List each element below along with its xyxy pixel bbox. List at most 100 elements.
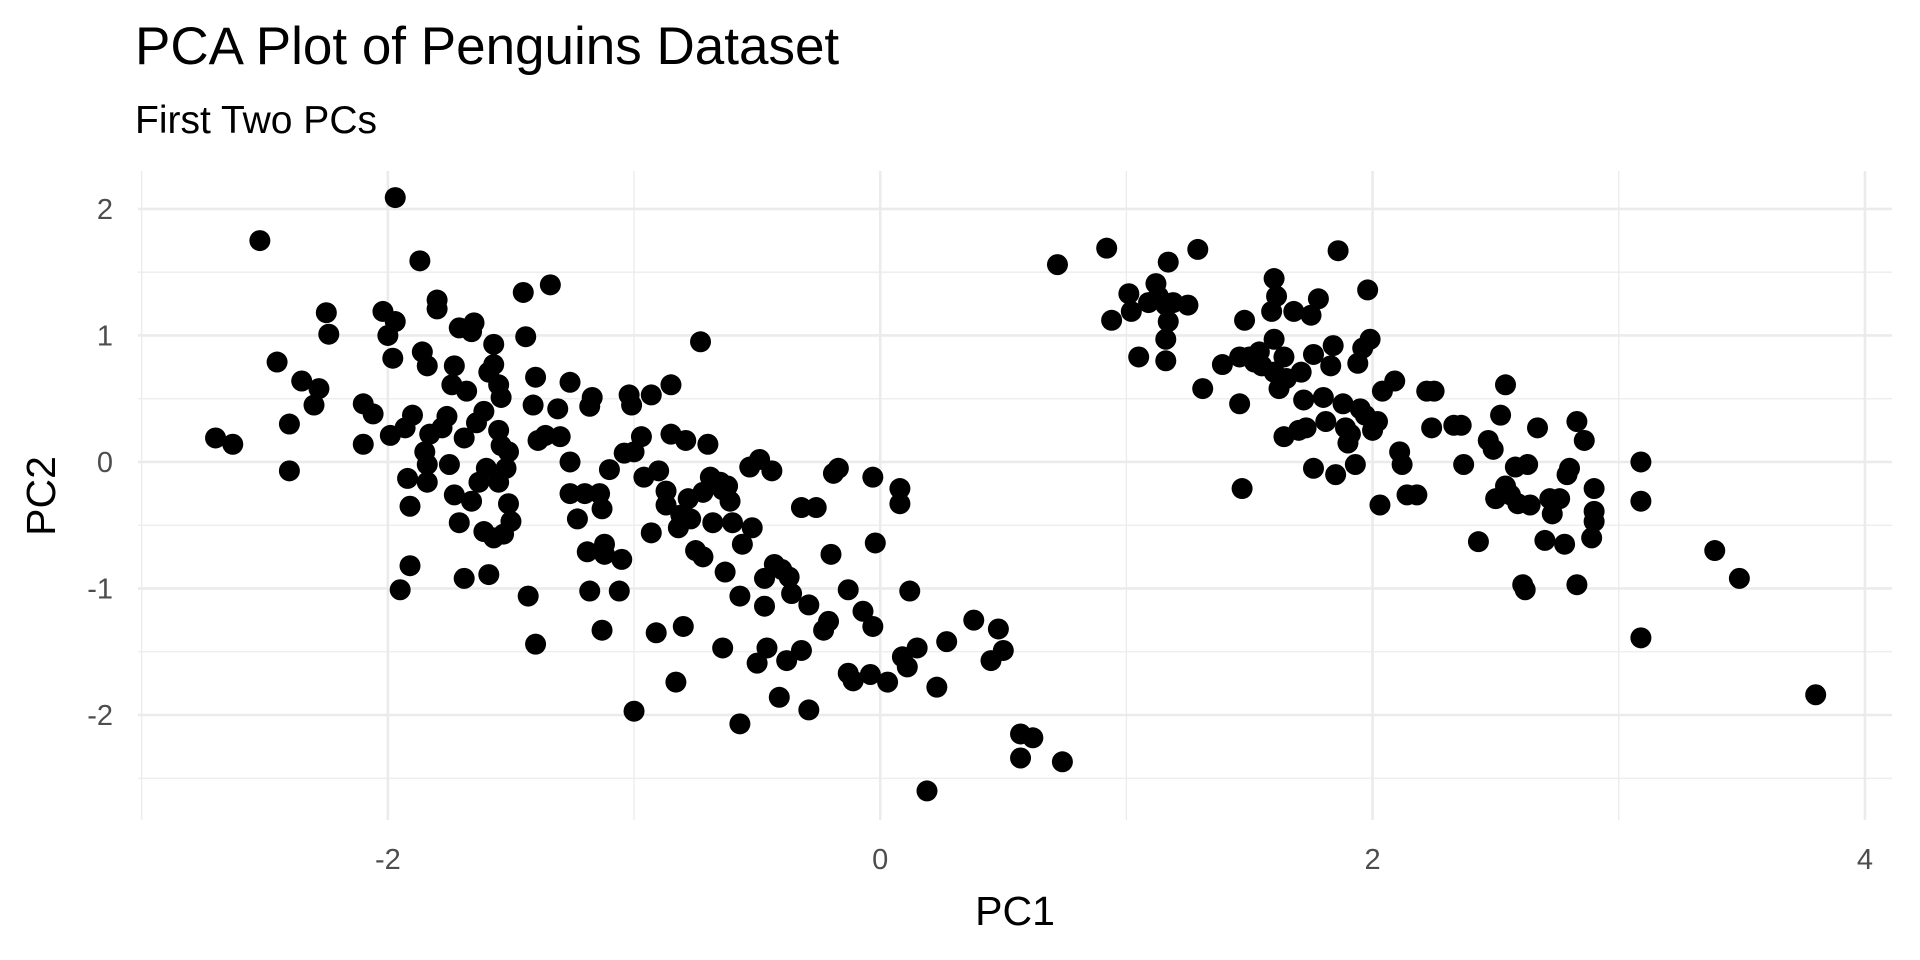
point [623, 700, 645, 722]
point [1344, 454, 1366, 476]
x-tick-label: 2 [1364, 844, 1380, 876]
point [525, 366, 547, 388]
point [1583, 478, 1605, 500]
point [611, 548, 633, 570]
point [1022, 727, 1044, 749]
point [1187, 238, 1209, 260]
point [768, 686, 790, 708]
point [591, 619, 613, 641]
point [438, 454, 460, 476]
point [1527, 417, 1549, 439]
point [1369, 494, 1391, 516]
point [303, 394, 325, 416]
point [692, 546, 714, 568]
point [1155, 350, 1177, 372]
point [992, 639, 1014, 661]
chart-subtitle: First Two PCs [135, 99, 377, 142]
point [818, 610, 840, 632]
point [549, 426, 571, 448]
point [1495, 374, 1517, 396]
point [1322, 335, 1344, 357]
point [1157, 311, 1179, 333]
point [1514, 579, 1536, 601]
point [222, 433, 244, 455]
point [478, 564, 500, 586]
point [926, 676, 948, 698]
point [1302, 343, 1324, 365]
point [877, 671, 899, 693]
point [1421, 417, 1443, 439]
point [756, 637, 778, 659]
point [397, 467, 419, 489]
point [394, 417, 416, 439]
point [475, 457, 497, 479]
point [1453, 454, 1475, 476]
point [1229, 393, 1251, 415]
point [362, 403, 384, 425]
point [1450, 414, 1472, 436]
y-tick-label: 2 [97, 194, 113, 226]
point [1263, 268, 1285, 290]
point [591, 498, 613, 520]
point [1283, 300, 1305, 322]
point [1211, 354, 1233, 376]
point [308, 378, 330, 400]
point [680, 508, 702, 530]
x-axis-title: PC1 [975, 888, 1055, 934]
point [1581, 527, 1603, 549]
point [1384, 370, 1406, 392]
point [547, 398, 569, 420]
point [1490, 404, 1512, 426]
point [559, 371, 581, 393]
point [594, 543, 616, 565]
point [1290, 361, 1312, 383]
point [389, 579, 411, 601]
point [1357, 279, 1379, 301]
point [1573, 429, 1595, 451]
point [399, 495, 421, 517]
point [731, 533, 753, 555]
point [249, 230, 271, 252]
point [987, 618, 1009, 640]
y-axis-title: PC2 [18, 456, 64, 536]
point [896, 656, 918, 678]
x-tick-label: -2 [375, 844, 401, 876]
point [798, 699, 820, 721]
point [729, 713, 751, 735]
point [493, 523, 515, 545]
point [576, 541, 598, 563]
point [1273, 346, 1295, 368]
point [1157, 251, 1179, 273]
point [453, 427, 475, 449]
point [754, 595, 776, 617]
x-tick-label: 4 [1857, 844, 1873, 876]
point [1630, 451, 1652, 473]
point [640, 522, 662, 544]
point [936, 631, 958, 653]
point [315, 302, 337, 324]
point [655, 494, 677, 516]
point [525, 633, 547, 655]
point [443, 355, 465, 377]
point [862, 615, 884, 637]
point [665, 671, 687, 693]
point [1583, 510, 1605, 532]
point [384, 187, 406, 209]
point [842, 670, 864, 692]
y-tick-label: 1 [97, 320, 113, 352]
point [473, 400, 495, 422]
point [776, 650, 798, 672]
point [778, 566, 800, 588]
point [579, 580, 601, 602]
point [719, 490, 741, 512]
point [1366, 410, 1388, 432]
point [1046, 254, 1068, 276]
point [443, 484, 465, 506]
point [859, 664, 881, 686]
point [837, 579, 859, 601]
point [712, 637, 734, 659]
point [559, 451, 581, 473]
point [399, 555, 421, 577]
point [1231, 478, 1253, 500]
point [1300, 304, 1322, 326]
